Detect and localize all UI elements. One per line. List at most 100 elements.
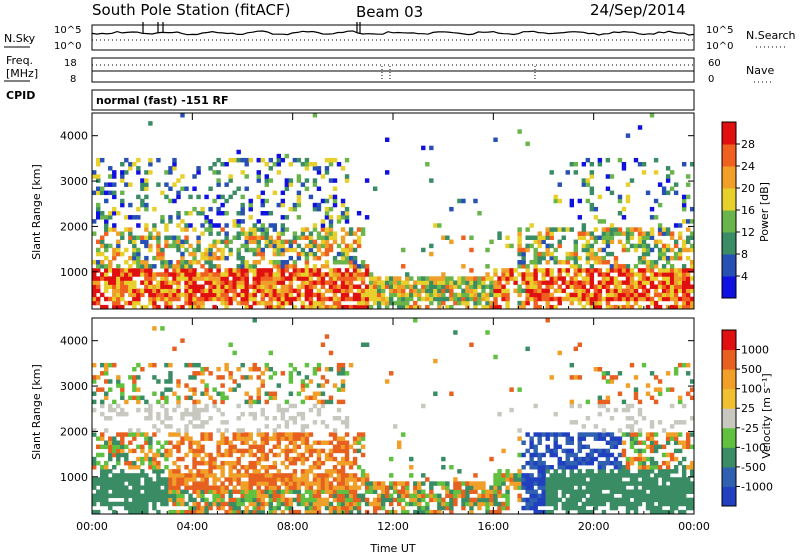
range-gate-cell [300,452,306,458]
x-axis-title: Time UT [369,542,415,554]
range-gate-cell [284,239,290,245]
range-gate-cell [136,407,141,413]
range-gate-cell [364,477,370,482]
range-gate-cell [208,219,213,224]
range-gate-cell [409,501,414,507]
range-gate-cell [657,489,663,494]
range-gate-cell [244,243,249,249]
range-gate-cell [232,268,237,273]
range-gate-cell [108,452,113,458]
range-gate-cell [124,505,129,511]
range-gate-cell [240,300,245,306]
range-gate-cell [148,247,153,253]
range-gate-cell [308,485,314,490]
range-gate-cell [545,489,550,494]
range-gate-cell [208,469,213,474]
range-gate-cell [653,288,659,294]
range-gate-cell [597,255,603,261]
range-gate-cell [200,489,205,494]
range-gate-cell [376,284,382,289]
range-gate-cell [112,227,117,232]
range-gate-cell [577,481,583,486]
range-gate-cell [168,170,173,175]
range-gate-cell [497,292,502,298]
range-gate-cell [336,288,342,294]
range-gate-cell [292,416,298,421]
range-gate-cell [136,473,141,478]
range-gate-cell [240,211,245,216]
range-gate-cell [152,497,157,503]
range-gate-cell [280,272,286,277]
range-gate-cell [364,481,370,486]
range-gate-cell [629,276,635,281]
range-gate-cell [380,493,386,499]
range-gate-cell [593,493,599,499]
range-gate-cell [316,501,322,507]
range-gate-cell [228,444,233,450]
range-gate-cell [304,235,310,240]
range-gate-cell [441,280,446,285]
range-gate-cell [665,243,671,249]
range-gate-cell [276,247,282,253]
range-gate-cell [96,157,101,163]
range-gate-cell [344,157,350,163]
range-gate-cell [545,493,550,499]
range-gate-cell [132,505,137,511]
range-gate-cell [116,243,121,249]
range-gate-cell [292,497,298,503]
range-gate-cell [208,272,213,277]
range-gate-cell [405,276,410,281]
range-gate-cell [388,456,394,462]
range-gate-cell [244,300,249,306]
range-gate-cell [336,489,342,494]
range-gate-cell [445,288,450,294]
range-gate-cell [449,288,454,294]
range-gate-cell [629,243,635,249]
range-gate-cell [645,268,651,273]
range-gate-cell [312,166,318,171]
range-gate-cell [204,473,209,478]
range-gate-cell [673,501,679,507]
range-gate-cell [100,276,105,281]
range-gate-cell [276,304,282,310]
range-gate-cell [140,497,145,503]
range-gate-cell [433,288,438,294]
y-tick-label: 4000 [60,130,88,143]
range-gate-cell [224,436,229,441]
range-gate-cell [252,288,257,294]
range-gate-cell [593,260,599,265]
range-gate-cell [248,485,253,490]
range-gate-cell [657,268,663,273]
range-gate-cell [661,272,667,277]
range-gate-cell [577,272,583,277]
range-gate-cell [569,452,574,458]
range-gate-cell [288,416,294,421]
range-gate-cell [144,255,149,261]
colorbar-swatch [722,232,736,255]
range-gate-cell [485,276,490,281]
range-gate-cell [433,497,438,503]
range-gate-cell [573,452,579,458]
range-gate-cell [613,304,619,310]
range-gate-cell [176,190,181,196]
range-gate-cell [240,276,245,281]
range-gate-cell [465,284,470,289]
range-gate-cell [304,288,310,294]
range-gate-cell [104,296,109,302]
range-gate-cell [328,247,334,253]
range-gate-cell [268,477,273,482]
range-gate-cell [493,272,498,277]
range-gate-cell [160,260,165,265]
range-gate-cell [577,444,583,450]
range-gate-cell [200,497,205,503]
range-gate-cell [140,268,145,273]
range-gate-cell [172,493,177,499]
range-gate-cell [224,300,229,306]
range-gate-cell [240,288,245,294]
range-gate-cell [148,440,153,445]
nsky-tick-top: 10^5 [54,25,81,36]
range-gate-cell [192,424,197,429]
range-gate-cell [577,235,583,240]
range-gate-cell [625,465,631,470]
range-gate-cell [304,436,310,441]
